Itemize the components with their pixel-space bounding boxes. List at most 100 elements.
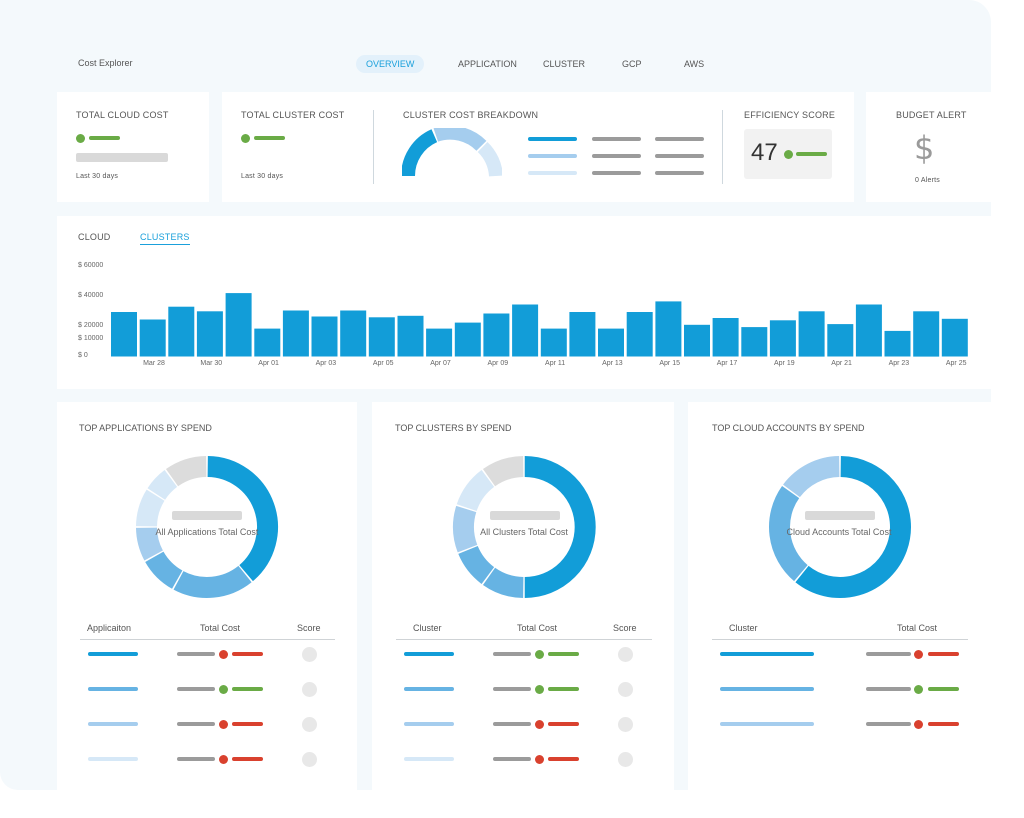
column-header-application[interactable]: Applicaiton [87, 623, 132, 633]
y-tick-label: $ 20000 [78, 322, 104, 329]
bar[interactable] [139, 319, 166, 357]
tab-overview[interactable]: OVERVIEW [356, 55, 425, 73]
row-cost-placeholder [493, 722, 531, 726]
donut-slice[interactable] [145, 551, 183, 589]
bar[interactable] [282, 310, 309, 357]
donut-slice[interactable] [795, 456, 911, 598]
bar[interactable] [827, 324, 854, 357]
bar[interactable] [111, 312, 137, 357]
donut-slice[interactable] [783, 456, 840, 498]
center-placeholder [805, 511, 875, 520]
row-trend-placeholder [928, 652, 959, 656]
column-header-cluster[interactable]: Cluster [729, 623, 758, 633]
score-indicator [618, 751, 633, 767]
column-header-total-cost[interactable]: Total Cost [517, 623, 558, 633]
row-name-placeholder[interactable] [88, 722, 138, 726]
donut-slice[interactable] [136, 527, 164, 561]
column-header-score[interactable]: Score [297, 623, 321, 633]
donut-slice[interactable] [482, 567, 524, 598]
row-trend-placeholder [232, 722, 263, 726]
status-dot [76, 134, 85, 143]
legend-bar [528, 154, 577, 158]
bar[interactable] [741, 327, 768, 357]
x-tick-label: Apr 23 [888, 360, 910, 367]
bar[interactable] [712, 318, 739, 357]
x-tick-label: Mar 30 [200, 360, 223, 367]
donut-slice[interactable] [458, 545, 495, 584]
row-cost-placeholder [493, 757, 531, 761]
tab-cluster[interactable]: CLUSTER [543, 59, 586, 69]
row-name-placeholder[interactable] [720, 652, 814, 656]
bar[interactable] [884, 330, 911, 357]
column-header-cluster[interactable]: Cluster [413, 623, 442, 633]
row-name-placeholder[interactable] [404, 722, 454, 726]
chart-tab-clusters[interactable]: CLUSTERS [140, 232, 190, 245]
bar[interactable] [855, 304, 882, 357]
donut-slice[interactable] [165, 456, 207, 487]
efficiency-score-box[interactable]: 47 [744, 129, 832, 179]
bar[interactable] [225, 293, 252, 357]
status-dot [535, 719, 544, 729]
budget-alert-card[interactable]: BUDGET ALERT $ 0 Alerts [866, 92, 991, 202]
status-dot [914, 684, 923, 694]
y-tick-label: $ 0 [78, 352, 88, 359]
bar[interactable] [598, 328, 624, 357]
bar[interactable] [311, 316, 338, 357]
bar[interactable] [254, 328, 281, 357]
row-name-placeholder[interactable] [88, 757, 138, 761]
center-placeholder [490, 511, 560, 520]
row-name-placeholder[interactable] [404, 652, 454, 656]
bar[interactable] [569, 312, 596, 357]
donut-slice[interactable] [147, 470, 178, 501]
row-name-placeholder[interactable] [404, 687, 454, 691]
bar[interactable] [684, 324, 710, 357]
bar[interactable] [196, 311, 223, 357]
row-cost-placeholder [866, 652, 911, 656]
total-cloud-cost-card[interactable]: TOTAL CLOUD COST Last 30 days [57, 92, 209, 202]
tab-application[interactable]: APPLICATION [458, 59, 517, 69]
legend-value [592, 154, 641, 158]
tab-aws[interactable]: AWS [684, 59, 705, 69]
donut-slice[interactable] [173, 565, 252, 598]
divider [722, 110, 723, 184]
legend-value [592, 171, 641, 175]
row-name-placeholder[interactable] [88, 687, 138, 691]
bar[interactable] [340, 310, 367, 357]
row-name-placeholder[interactable] [720, 722, 814, 726]
column-header-total-cost[interactable]: Total Cost [897, 623, 938, 633]
header-rule [712, 639, 968, 640]
legend-value [655, 171, 704, 175]
donut-slice[interactable] [207, 456, 278, 582]
row-name-placeholder[interactable] [88, 652, 138, 656]
tab-gcp[interactable]: GCP [622, 59, 642, 69]
column-header-total-cost[interactable]: Total Cost [200, 623, 241, 633]
bar[interactable] [798, 311, 825, 357]
bar[interactable] [540, 328, 567, 357]
donut-slice[interactable] [136, 489, 165, 527]
column-header-score[interactable]: Score [613, 623, 637, 633]
bar[interactable] [769, 320, 796, 357]
donut-slice[interactable] [482, 456, 524, 487]
bar[interactable] [913, 311, 940, 357]
donut-slice[interactable] [453, 505, 478, 553]
donut-slice[interactable] [769, 485, 809, 582]
row-name-placeholder[interactable] [720, 687, 814, 691]
bar[interactable] [655, 301, 682, 357]
status-dot [219, 649, 228, 659]
donut-slice[interactable] [524, 456, 596, 598]
row-name-placeholder[interactable] [404, 757, 454, 761]
donut-slice[interactable] [456, 470, 495, 512]
bar[interactable] [426, 328, 453, 357]
bar[interactable] [483, 313, 510, 357]
chart-tab-cloud[interactable]: CLOUD [78, 232, 111, 242]
bar[interactable] [368, 317, 395, 357]
panel-title: TOP APPLICATIONS BY SPEND [79, 423, 212, 433]
status-dot [219, 719, 228, 729]
bar[interactable] [397, 315, 424, 357]
bar[interactable] [168, 306, 195, 357]
donut-center-label: Cloud Accounts Total Cost [786, 527, 892, 537]
bar[interactable] [941, 318, 968, 357]
bar[interactable] [454, 322, 481, 357]
bar[interactable] [626, 312, 653, 357]
bar[interactable] [512, 304, 539, 357]
